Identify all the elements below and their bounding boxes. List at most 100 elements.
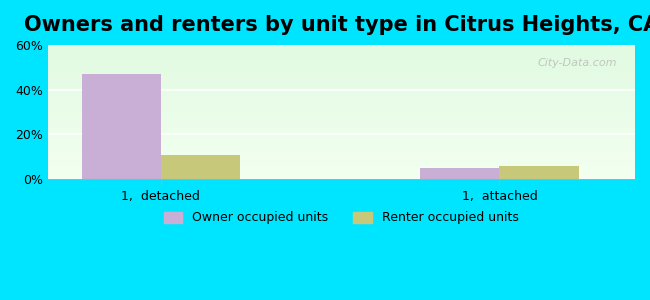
Bar (47, 154, 635, 155)
Bar (47, 146, 635, 147)
Bar (47, 147, 635, 148)
Bar (47, 61, 635, 62)
Bar (47, 113, 635, 115)
Bar (47, 132, 635, 134)
Bar (47, 140, 635, 142)
Bar (47, 73, 635, 74)
Bar (499, 166, 578, 179)
Bar (47, 56, 635, 57)
Bar (47, 66, 635, 68)
Bar (47, 49, 635, 50)
Bar (47, 155, 635, 156)
Bar (47, 108, 635, 110)
Bar (47, 160, 635, 162)
Bar (47, 81, 635, 83)
Bar (47, 52, 635, 53)
Bar (47, 86, 635, 88)
Bar (47, 143, 635, 144)
Bar (47, 166, 635, 167)
Bar (47, 139, 635, 140)
Bar (47, 152, 635, 154)
Bar (47, 148, 635, 150)
Bar (47, 110, 635, 111)
Bar (47, 99, 635, 100)
Bar (47, 176, 635, 178)
Bar (47, 54, 635, 56)
Bar (47, 123, 635, 124)
Bar (47, 79, 635, 80)
Bar (47, 125, 635, 127)
Bar (47, 64, 635, 65)
Bar (47, 104, 635, 105)
Bar (47, 122, 635, 123)
Bar (47, 175, 635, 176)
Bar (47, 116, 635, 117)
Bar (47, 48, 635, 49)
Bar (47, 62, 635, 64)
Bar (47, 169, 635, 170)
Title: Owners and renters by unit type in Citrus Heights, CA: Owners and renters by unit type in Citru… (24, 15, 650, 35)
Bar (47, 156, 635, 158)
Bar (47, 45, 635, 46)
Bar (47, 84, 635, 85)
Bar (47, 128, 635, 130)
Bar (47, 142, 635, 143)
Bar (47, 70, 635, 72)
Bar (47, 72, 635, 73)
Bar (47, 53, 635, 54)
Bar (47, 103, 635, 104)
Bar (47, 151, 635, 152)
Bar (47, 68, 635, 69)
Bar (47, 80, 635, 81)
Bar (47, 60, 635, 61)
Bar (47, 50, 635, 52)
Bar (161, 154, 240, 179)
Bar (47, 138, 635, 139)
Bar (47, 93, 635, 94)
Bar (47, 94, 635, 96)
Bar (47, 131, 635, 132)
Legend: Owner occupied units, Renter occupied units: Owner occupied units, Renter occupied un… (159, 206, 524, 230)
Bar (47, 174, 635, 175)
Bar (47, 124, 635, 125)
Bar (47, 57, 635, 58)
Bar (47, 105, 635, 107)
Bar (47, 164, 635, 166)
Bar (47, 74, 635, 76)
Bar (47, 163, 635, 164)
Bar (47, 107, 635, 108)
Bar (47, 65, 635, 66)
Bar (82, 74, 161, 179)
Bar (47, 178, 635, 179)
Bar (47, 100, 635, 101)
Text: City-Data.com: City-Data.com (538, 58, 617, 68)
Bar (421, 168, 499, 179)
Bar (47, 144, 635, 145)
Bar (47, 159, 635, 160)
Bar (47, 117, 635, 119)
Bar (47, 167, 635, 169)
Bar (47, 134, 635, 135)
Bar (47, 76, 635, 77)
Bar (47, 96, 635, 97)
Bar (47, 170, 635, 171)
Bar (47, 88, 635, 89)
Bar (47, 97, 635, 99)
Bar (47, 46, 635, 48)
Bar (47, 136, 635, 138)
Bar (47, 120, 635, 122)
Bar (47, 172, 635, 174)
Bar (47, 162, 635, 163)
Bar (47, 91, 635, 92)
Bar (47, 69, 635, 70)
Bar (47, 158, 635, 159)
Bar (47, 101, 635, 103)
Bar (47, 112, 635, 113)
Bar (47, 135, 635, 136)
Bar (47, 115, 635, 116)
Bar (47, 85, 635, 86)
Bar (47, 82, 635, 84)
Bar (47, 77, 635, 79)
Bar (47, 171, 635, 172)
Bar (47, 92, 635, 93)
